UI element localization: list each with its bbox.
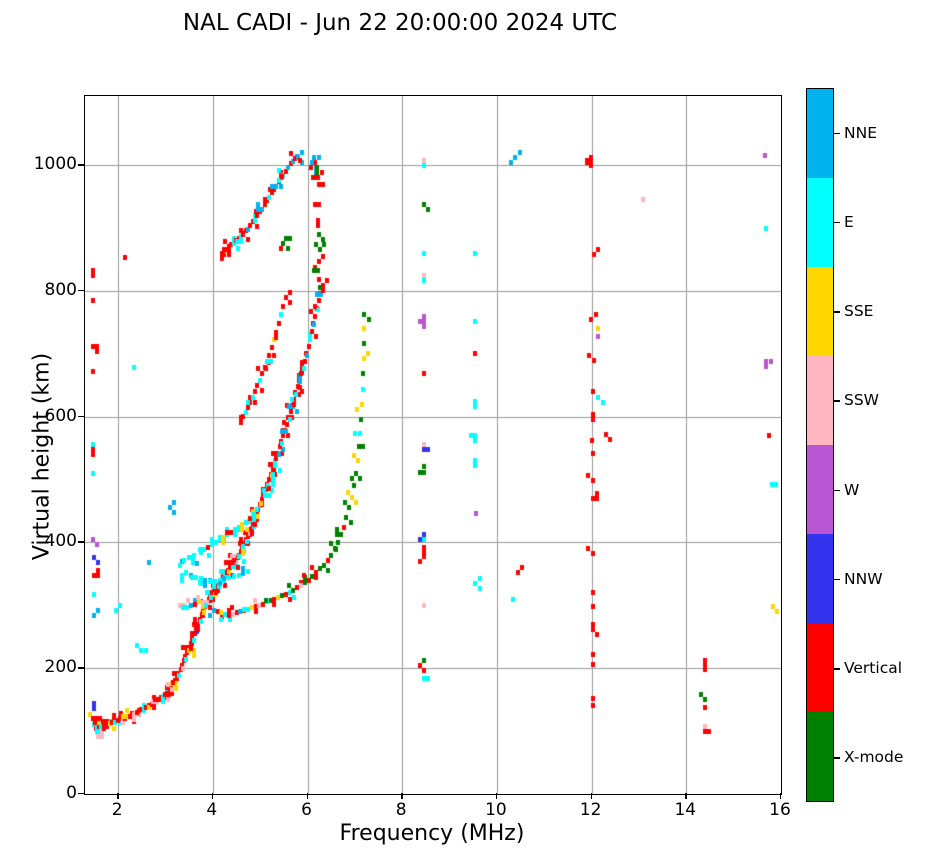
y-tick-label: 400 (44, 531, 77, 552)
x-tick-label: 6 (301, 800, 312, 820)
x-tick-label: 16 (769, 800, 791, 820)
colorbar-tick-mark (834, 578, 840, 581)
colorbar-label-nnw: NNW (844, 569, 883, 588)
x-tick-mark (495, 793, 498, 799)
colorbar-segment-nne[interactable] (807, 89, 833, 178)
colorbar-segment-sse[interactable] (807, 267, 833, 356)
x-tick-mark (211, 793, 214, 799)
colorbar-label-ssw: SSW (844, 391, 880, 410)
y-axis-label: Virtual height (km) (29, 352, 55, 561)
x-tick-label: 4 (206, 800, 218, 820)
colorbar-label-vertical: Vertical (844, 659, 903, 678)
colorbar-label-sse: SSE (844, 302, 874, 321)
y-tick-label: 0 (66, 783, 77, 803)
y-tick-mark (78, 667, 84, 669)
y-axis-ticks: 0 200 400 600 800 1000 (5, 0, 77, 856)
y-tick-mark (78, 415, 84, 418)
colorbar-label-e: E (844, 212, 854, 231)
colorbar-tick-mark (834, 489, 840, 492)
colorbar[interactable] (806, 88, 834, 802)
y-tick-mark (78, 164, 84, 166)
y-tick-mark (78, 541, 84, 543)
x-tick-label: 14 (674, 800, 697, 820)
y-tick-label: 1000 (33, 154, 77, 175)
y-tick-mark (78, 289, 84, 292)
plot-area[interactable] (84, 95, 782, 795)
x-tick-label: 8 (395, 800, 407, 820)
colorbar-labels: NNE E SSE SSW W NNW Vertical X-mode (834, 88, 951, 802)
y-tick-label: 800 (44, 279, 77, 300)
colorbar-tick-mark (834, 221, 840, 224)
x-tick-mark (685, 793, 687, 799)
colorbar-segment-e[interactable] (807, 178, 833, 267)
x-tick-mark (306, 793, 308, 799)
y-tick-mark (78, 793, 84, 795)
colorbar-tick-mark (834, 757, 840, 759)
x-axis-label: Frequency (MHz) (339, 821, 525, 846)
y-tick-label: 600 (44, 405, 77, 426)
x-tick-mark (117, 793, 119, 799)
colorbar-segment-vertical[interactable] (807, 623, 833, 712)
colorbar-segment-nnw[interactable] (807, 534, 833, 623)
colorbar-segment-x-mode[interactable] (807, 712, 833, 801)
colorbar-segment-ssw[interactable] (807, 356, 833, 445)
colorbar-label-w: W (844, 480, 860, 499)
colorbar-tick-mark (834, 311, 840, 313)
x-tick-mark (590, 793, 592, 799)
ionogram-canvas (85, 96, 781, 794)
colorbar-tick-mark (834, 132, 840, 135)
x-tick-label: 12 (579, 800, 602, 820)
colorbar-tick-mark (834, 668, 840, 670)
colorbar-tick-mark (834, 400, 840, 402)
colorbar-label-x-mode: X-mode (844, 748, 904, 767)
colorbar-label-nne: NNE (844, 123, 877, 142)
x-axis-ticks: 2 4 6 8 10 12 14 16 (0, 800, 951, 828)
x-tick-mark (780, 793, 782, 799)
x-tick-label: 10 (485, 800, 507, 820)
colorbar-segment-w[interactable] (807, 445, 833, 534)
y-tick-label: 200 (44, 657, 77, 678)
page-title: NAL CADI - Jun 22 20:00:00 2024 UTC (182, 10, 618, 36)
x-tick-mark (401, 793, 403, 799)
x-tick-label: 2 (111, 800, 123, 820)
